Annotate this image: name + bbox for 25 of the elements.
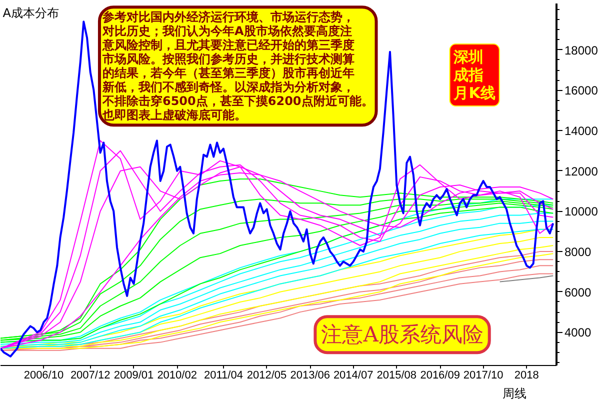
x-tick-label: 2018: [514, 370, 539, 382]
annotation: 参考对比国内外经济运行环境、市场运行态势，对比历史；我们认为今年A股市场依然要高度注意风险控制，且尤其要注意已经开始的第三季度市场风险。按照我们参考历史，并进行技术测算的结果，若今年（甚至第三季度）股市再创近年新低，我们不感到奇怪。以深成指为分析对象，不排除击穿6500点，甚至下摸6200点附近可能。也即图表上虚破海底可能。: [101, 10, 374, 122]
x-tick-label: 2010/02: [157, 370, 197, 382]
x-tick-label: 2016/09: [420, 370, 460, 382]
x-tick-label: 2015/08: [376, 370, 417, 382]
y-tick-label: 6000: [564, 285, 592, 300]
text: 周线: [502, 386, 526, 400]
x-tick-label: 2007/12: [70, 370, 110, 382]
y-tick-label: 4000: [564, 326, 592, 340]
chart-title: A成本分布: [2, 6, 59, 20]
y-tick-label: 10000: [564, 204, 598, 219]
x-tick-label: 2011/04: [204, 370, 243, 382]
x-tick-label: 2014/07: [333, 370, 374, 382]
x-tick-label: 2006/10: [24, 370, 64, 382]
y-tick-label: 14000: [564, 124, 598, 138]
x-tick-label: 2013/06: [290, 370, 330, 382]
x-tick-label: 2012/05: [246, 370, 287, 382]
annotation: 注意A股系统风险: [321, 322, 484, 347]
annotation: 深圳成指月K线: [452, 48, 496, 102]
y-tick-label: 8000: [564, 245, 592, 260]
x-tick-label: 2017/10: [463, 370, 504, 382]
x-tick-label: 2009/01: [114, 370, 154, 382]
y-tick-label: 18000: [564, 43, 598, 58]
y-tick-label: 12000: [564, 164, 598, 178]
y-tick-label: 16000: [564, 84, 598, 98]
